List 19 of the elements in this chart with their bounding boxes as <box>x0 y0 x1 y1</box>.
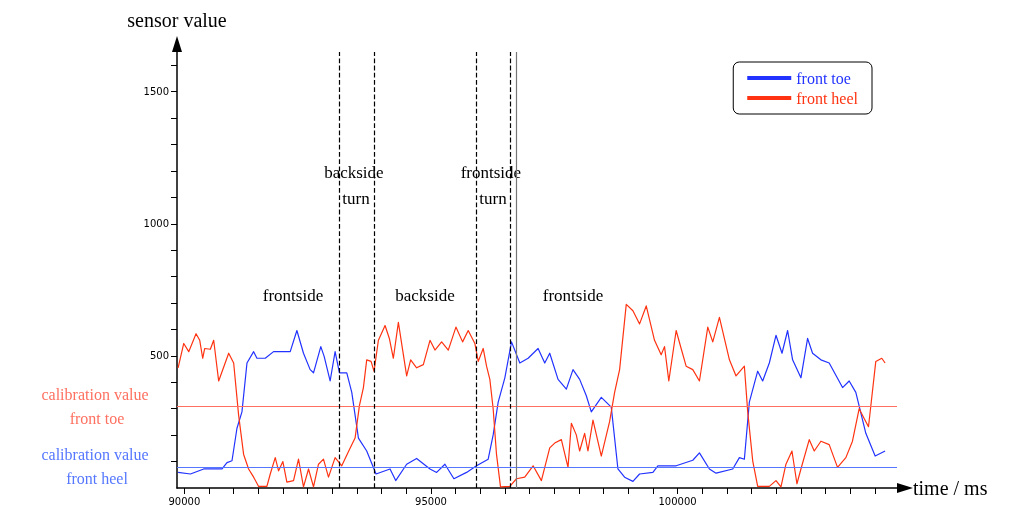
annotation: frontside <box>542 285 604 305</box>
legend-label: front heel <box>796 89 859 107</box>
y-tick-label: 1000 <box>143 218 169 230</box>
x-tick-label: 100000 <box>658 495 697 506</box>
y-axis-title: sensor value <box>127 9 227 31</box>
annotation: frontside <box>262 285 324 305</box>
line-series <box>177 303 886 488</box>
x-tick-label: 95000 <box>415 495 447 506</box>
y-tick-label: 1500 <box>143 86 169 98</box>
annotation: backside <box>395 285 455 305</box>
y-tick-label: 500 <box>149 350 169 362</box>
line-series <box>177 329 886 482</box>
legend-label: front toe <box>796 69 851 87</box>
ref-line-label: calibration value front heel <box>41 446 153 488</box>
annotation: backside turn <box>324 162 388 208</box>
annotation: frontside turn <box>460 162 526 208</box>
x-tick-label: 90000 <box>168 495 201 506</box>
ref-line-label: calibration value front toe <box>41 385 153 427</box>
x-axis-title: time / ms <box>913 477 988 499</box>
